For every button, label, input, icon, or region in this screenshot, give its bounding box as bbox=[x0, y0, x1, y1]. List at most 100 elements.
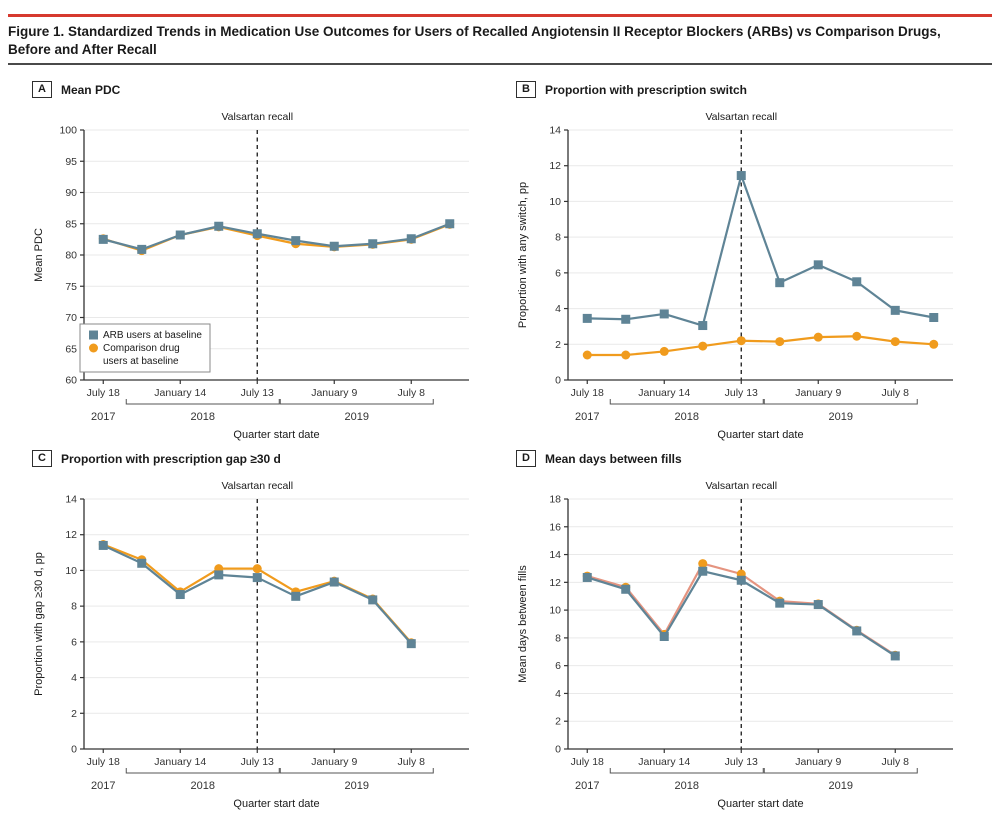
data-point-square bbox=[698, 321, 708, 331]
data-point-circle bbox=[252, 564, 262, 574]
x-tick-label: July 8 bbox=[882, 756, 910, 768]
data-point-square bbox=[98, 541, 108, 551]
y-tick-label: 90 bbox=[65, 187, 77, 199]
y-tick-label: 10 bbox=[549, 605, 561, 617]
y-tick-label: 8 bbox=[555, 232, 561, 244]
panel-header: D Mean days between fills bbox=[516, 450, 982, 468]
data-point-square bbox=[890, 651, 900, 661]
year-label: 2017 bbox=[575, 780, 599, 792]
y-tick-label: 0 bbox=[555, 744, 561, 756]
data-point-square bbox=[175, 230, 185, 240]
y-tick-label: 2 bbox=[555, 339, 561, 351]
year-label: 2018 bbox=[675, 411, 699, 423]
y-tick-label: 2 bbox=[71, 708, 77, 720]
y-axis-caption: Mean PDC bbox=[33, 228, 45, 282]
year-label: 2017 bbox=[91, 780, 115, 792]
panel-title: Mean PDC bbox=[60, 82, 121, 97]
year-bracket bbox=[763, 768, 918, 774]
x-axis-caption: Quarter start date bbox=[233, 798, 319, 810]
year-bracket bbox=[125, 768, 280, 774]
data-point-square bbox=[252, 229, 262, 239]
data-point-square bbox=[929, 313, 939, 323]
recall-label: Valsartan recall bbox=[705, 480, 777, 492]
x-tick-label: July 13 bbox=[725, 387, 758, 399]
data-point-square bbox=[214, 222, 224, 232]
x-tick-label: July 8 bbox=[398, 387, 426, 399]
legend-square-marker bbox=[89, 330, 98, 340]
panel-header: B Proportion with prescription switch bbox=[516, 81, 982, 99]
data-point-square bbox=[582, 573, 592, 583]
panel-header: A Mean PDC bbox=[32, 81, 498, 99]
top-red-rule bbox=[8, 14, 992, 17]
year-bracket bbox=[125, 399, 280, 405]
y-tick-label: 16 bbox=[549, 522, 561, 534]
x-tick-label: January 14 bbox=[154, 756, 206, 768]
x-tick-label: July 13 bbox=[241, 387, 274, 399]
data-point-square bbox=[406, 234, 416, 244]
panel-letter-box: D bbox=[516, 450, 536, 468]
x-tick-label: January 14 bbox=[154, 387, 206, 399]
data-point-circle bbox=[582, 350, 592, 360]
x-tick-label: July 18 bbox=[87, 756, 120, 768]
year-label: 2019 bbox=[345, 780, 369, 792]
panel-prescription-gap: C Proportion with prescription gap ≥30 d… bbox=[28, 450, 498, 813]
data-point-square bbox=[368, 239, 378, 249]
series-line bbox=[102, 223, 451, 251]
year-label: 2019 bbox=[829, 780, 853, 792]
legend-box bbox=[79, 323, 211, 373]
y-axis-caption: Proportion with gap ≥30 d, pp bbox=[33, 553, 45, 697]
chart-mean-pdc: Valsartan recall 60 65 70 75 80 85 90 95 100 July … bbox=[33, 111, 469, 441]
x-tick-label: January 14 bbox=[638, 387, 690, 399]
data-point-square bbox=[659, 632, 669, 642]
figure-title: Figure 1. Standardized Trends in Medicat… bbox=[8, 23, 992, 59]
panel-mean-pdc: A Mean PDC Valsartan recall 60 65 70 75 80 85 9… bbox=[28, 81, 498, 444]
data-point-circle bbox=[813, 333, 823, 343]
data-point-square bbox=[137, 245, 147, 255]
data-point-square bbox=[214, 570, 224, 580]
data-point-square bbox=[659, 309, 669, 319]
data-point-circle bbox=[852, 332, 862, 342]
figure-title-line2: Before and After Recall bbox=[8, 42, 157, 58]
data-point-square bbox=[291, 592, 301, 602]
recall-label: Valsartan recall bbox=[705, 111, 777, 123]
data-point-square bbox=[736, 576, 746, 586]
data-point-square bbox=[98, 235, 108, 245]
y-tick-label: 70 bbox=[65, 312, 77, 324]
charts-grid: A Mean PDC Valsartan recall 60 65 70 75 80 85 9… bbox=[28, 81, 986, 813]
data-point-square bbox=[175, 590, 185, 600]
data-point-square bbox=[775, 278, 785, 288]
data-point-square bbox=[621, 315, 631, 325]
panel-letter-box: C bbox=[32, 450, 52, 468]
data-point-circle bbox=[621, 350, 631, 360]
legend-label: ARB users at baseline bbox=[103, 330, 202, 341]
y-tick-label: 14 bbox=[549, 125, 561, 137]
figure-title-line1: Figure 1. Standardized Trends in Medicat… bbox=[8, 24, 941, 39]
data-point-square bbox=[329, 242, 339, 252]
title-divider-rule bbox=[8, 63, 992, 66]
data-point-circle bbox=[890, 337, 900, 347]
legend-label: Comparison drug bbox=[103, 343, 180, 354]
y-tick-label: 10 bbox=[549, 196, 561, 208]
y-tick-label: 0 bbox=[555, 375, 561, 387]
data-point-square bbox=[291, 236, 301, 246]
x-tick-label: July 13 bbox=[725, 756, 758, 768]
data-point-square bbox=[445, 219, 455, 229]
year-bracket bbox=[279, 399, 434, 405]
recall-label: Valsartan recall bbox=[221, 111, 293, 123]
data-point-square bbox=[813, 600, 823, 610]
x-tick-label: July 8 bbox=[398, 756, 426, 768]
panel-title: Mean days between fills bbox=[544, 451, 682, 466]
year-label: 2017 bbox=[575, 411, 599, 423]
y-tick-label: 12 bbox=[549, 577, 561, 589]
y-tick-label: 75 bbox=[65, 281, 77, 293]
y-tick-label: 100 bbox=[59, 125, 77, 137]
year-label: 2019 bbox=[345, 411, 369, 423]
data-point-square bbox=[852, 277, 862, 287]
year-label: 2018 bbox=[191, 411, 215, 423]
y-tick-label: 85 bbox=[65, 219, 77, 231]
panel-title: Proportion with prescription gap ≥30 d bbox=[60, 451, 281, 466]
x-axis-caption: Quarter start date bbox=[717, 798, 803, 810]
y-tick-label: 80 bbox=[65, 250, 77, 262]
panel-prescription-switch: B Proportion with prescription switch Va… bbox=[512, 81, 982, 444]
